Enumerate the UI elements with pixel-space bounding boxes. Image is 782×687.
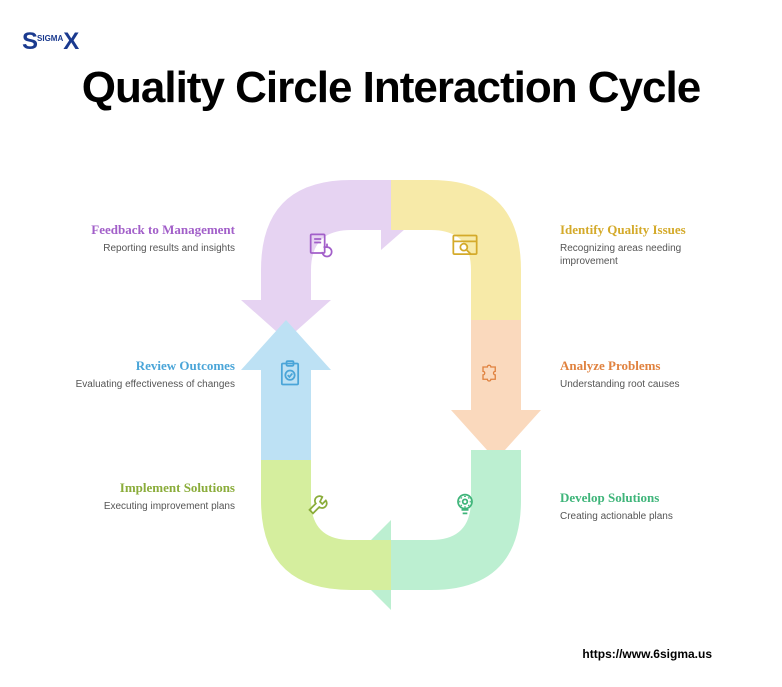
label-develop-heading: Develop Solutions — [560, 490, 720, 506]
clipboard-check-icon — [276, 360, 304, 388]
label-identify-heading: Identify Quality Issues — [560, 222, 720, 238]
label-review: Review Outcomes Evaluating effectiveness… — [75, 358, 235, 391]
label-develop-desc: Creating actionable plans — [560, 510, 720, 524]
label-identify: Identify Quality Issues Recognizing area… — [560, 222, 720, 269]
label-feedback-heading: Feedback to Management — [75, 222, 235, 238]
segment-analyze — [401, 320, 541, 460]
logo-letter-s: S — [22, 28, 37, 55]
label-identify-desc: Recognizing areas needing improvement — [560, 242, 720, 269]
segment-review — [241, 320, 381, 460]
label-implement: Implement Solutions Executing improvemen… — [75, 480, 235, 513]
label-review-desc: Evaluating effectiveness of changes — [75, 378, 235, 392]
cycle-diagram — [251, 200, 531, 600]
label-feedback-desc: Reporting results and insights — [75, 242, 235, 256]
label-develop: Develop Solutions Creating actionable pl… — [560, 490, 720, 523]
label-review-heading: Review Outcomes — [75, 358, 235, 374]
logo-letter-x: X — [63, 28, 78, 55]
label-feedback: Feedback to Management Reporting results… — [75, 222, 235, 255]
page-title: Quality Circle Interaction Cycle — [0, 64, 782, 112]
browser-search-icon — [451, 232, 479, 260]
label-analyze-desc: Understanding root causes — [560, 378, 720, 392]
label-implement-heading: Implement Solutions — [75, 480, 235, 496]
doc-refresh-icon — [306, 232, 334, 260]
segment-identify — [401, 190, 541, 330]
segment-implement — [241, 450, 381, 590]
label-analyze: Analyze Problems Understanding root caus… — [560, 358, 720, 391]
segment-feedback — [241, 190, 381, 330]
label-implement-desc: Executing improvement plans — [75, 500, 235, 514]
label-analyze-heading: Analyze Problems — [560, 358, 720, 374]
brand-logo: SSIGMAX — [22, 28, 78, 56]
segment-develop — [401, 450, 541, 590]
wrench-icon — [306, 490, 334, 518]
footer-url: https://www.6sigma.us — [582, 647, 712, 661]
bulb-gear-icon — [451, 490, 479, 518]
logo-small: SIGMA — [37, 34, 63, 43]
puzzle-icon — [476, 360, 504, 388]
